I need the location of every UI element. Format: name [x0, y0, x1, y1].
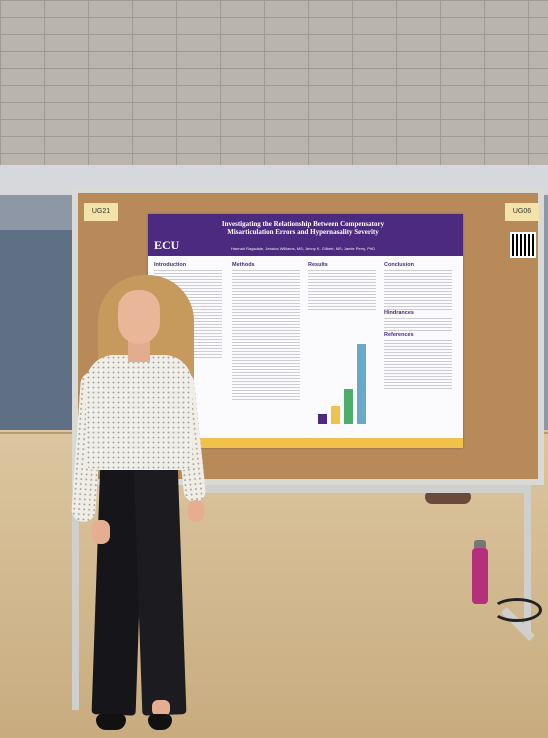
person-foot — [152, 700, 170, 716]
poster-column-4: Conclusion Hindrances References — [384, 262, 452, 438]
poster-number-tag-right: UG06 — [505, 203, 539, 221]
person-hand-right — [188, 500, 204, 522]
person-face — [118, 290, 160, 344]
water-bottle — [472, 548, 488, 604]
person-shirt — [86, 355, 192, 470]
section-heading: Methods — [232, 262, 255, 268]
background-shoes — [425, 490, 471, 504]
section-heading: Hindrances — [384, 310, 414, 316]
ecu-logo: ECU — [154, 238, 180, 252]
qr-code-icon — [510, 232, 536, 258]
person-hand-left — [92, 520, 110, 544]
section-heading: References — [384, 332, 414, 338]
water-bottle-cap — [474, 540, 486, 550]
chart-bar — [357, 344, 366, 424]
poster-column-2: Methods — [232, 262, 300, 438]
brick-wall — [0, 0, 548, 172]
poster-column-3: Results — [308, 262, 376, 438]
person-shoe-left — [96, 714, 126, 730]
person-pants-right — [133, 459, 187, 716]
floor-cable — [492, 598, 542, 622]
chart-bar — [318, 414, 327, 424]
section-heading: Results — [308, 262, 328, 268]
chart-bar — [344, 389, 353, 424]
poster-header: ECU Investigating the Relationship Betwe… — [148, 214, 463, 256]
person-neck — [128, 340, 150, 362]
board-leg-right — [524, 485, 531, 635]
board-leg-left — [72, 485, 79, 710]
blue-door — [0, 230, 80, 435]
board-rail — [198, 485, 528, 493]
poster-footer-bar — [148, 438, 463, 448]
chart-bar — [331, 406, 340, 424]
research-poster: ECU Investigating the Relationship Betwe… — [148, 214, 463, 448]
section-heading: Conclusion — [384, 262, 414, 268]
section-heading: Introduction — [154, 262, 187, 268]
poster-authors: Hannah Ragsdale, Jessica Williams, MS; J… — [231, 246, 375, 251]
person-shoe-right — [148, 714, 172, 730]
poster-title: Investigating the Relationship Between C… — [221, 220, 385, 236]
poster-bar-chart — [316, 324, 378, 424]
poster-number-tag-left: UG21 — [84, 203, 118, 221]
